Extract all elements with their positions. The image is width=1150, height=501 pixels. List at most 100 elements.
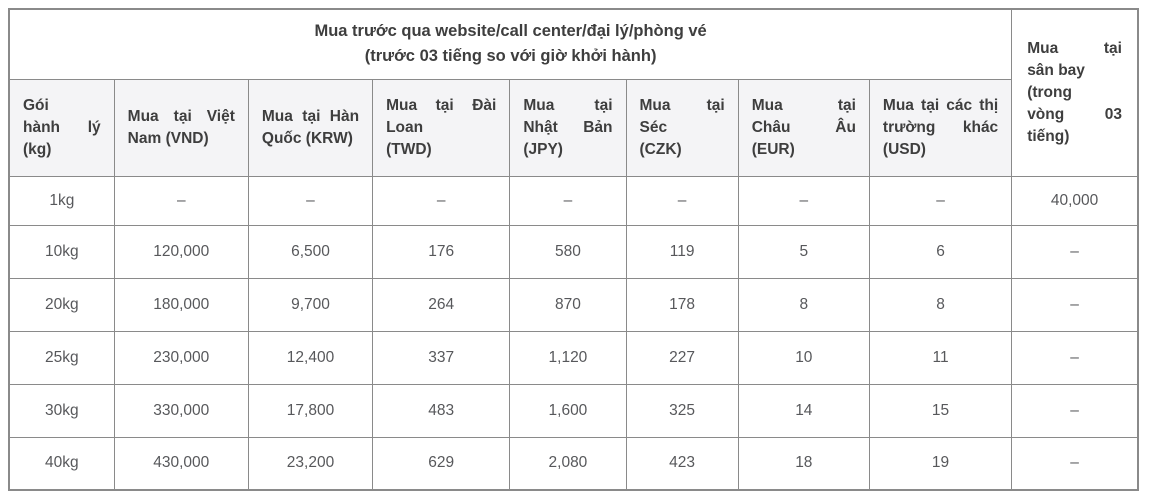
cell-krw: 12,400 xyxy=(247,330,374,385)
cell-package: 25kg xyxy=(8,330,115,385)
cell-package: 20kg xyxy=(8,277,115,332)
cell-eur: 10 xyxy=(737,330,870,385)
header-line: (EUR) xyxy=(751,140,795,158)
cell-usd: 8 xyxy=(868,277,1013,332)
cell-krw: 9,700 xyxy=(247,277,374,332)
cell-jpy: 580 xyxy=(509,224,627,279)
table-row-10kg: 10kg 120,000 6,500 176 580 119 5 6– xyxy=(8,224,1139,279)
cell-krw: 6,500 xyxy=(247,224,374,279)
header-line: Loan xyxy=(386,118,424,136)
header-line: Mua tại Đài xyxy=(386,96,497,114)
column-header-package: Gói hành lý (kg) xyxy=(8,78,115,177)
cell-package: 30kg xyxy=(8,383,115,438)
table-body: 1kg – – – – – – –40,000 10kg 120,000 6,500 176 580 11… xyxy=(8,175,1139,491)
cell-twd: 264 xyxy=(372,277,511,332)
header-line: Mua tại xyxy=(1027,39,1122,57)
header-line: (trước 03 tiếng so với giờ khởi hành) xyxy=(364,47,657,66)
cell-airport: – xyxy=(1011,383,1139,438)
cell-krw: – xyxy=(247,175,374,226)
table-row-40kg: 40kg 430,000 23,200 629 2,080 423 18 19– xyxy=(8,436,1139,491)
header-line: trường khác xyxy=(882,118,999,136)
cell-eur: 14 xyxy=(737,383,870,438)
header-line: Mua tại xyxy=(639,96,725,114)
group-header-row: Mua trước qua website/call center/đại lý… xyxy=(8,8,1139,177)
cell-krw: 17,800 xyxy=(247,383,374,438)
cell-airport: – xyxy=(1011,436,1139,491)
header-line: Quốc (KRW) xyxy=(261,129,353,147)
header-line: Châu Âu xyxy=(751,118,856,136)
cell-airport: 40,000 xyxy=(1011,175,1139,226)
cell-jpy: 870 xyxy=(509,277,627,332)
cell-vnd: – xyxy=(113,175,249,226)
header-line: Nam (VND) xyxy=(127,129,209,147)
header-line: Mua trước qua website/call center/đại lý… xyxy=(314,22,707,41)
cell-twd: 176 xyxy=(372,224,511,279)
column-header-usd: Mua tại các thị trường khác (USD) xyxy=(868,78,1013,177)
cell-eur: 18 xyxy=(737,436,870,491)
header-line: Mua tại xyxy=(523,96,613,114)
cell-jpy: 1,120 xyxy=(509,330,627,385)
cell-package: 40kg xyxy=(8,436,115,491)
cell-krw: 23,200 xyxy=(247,436,374,491)
cell-vnd: 120,000 xyxy=(113,224,249,279)
airport-purchase-header: Mua tại sân bay (trong vòng 03 tiếng) xyxy=(1011,8,1139,177)
prepurchase-group-header: Mua trước qua website/call center/đại lý… xyxy=(8,8,1013,80)
cell-twd: 337 xyxy=(372,330,511,385)
column-header-vnd: Mua tại Việt Nam (VND) xyxy=(113,78,249,177)
header-line: (trong xyxy=(1027,83,1072,101)
header-line: Mua tại Việt xyxy=(127,107,235,125)
header-line: Gói xyxy=(23,96,49,114)
cell-airport: – xyxy=(1011,277,1139,332)
header-line: (TWD) xyxy=(386,140,432,158)
cell-twd: 483 xyxy=(372,383,511,438)
cell-usd: 6 xyxy=(868,224,1013,279)
cell-jpy: 2,080 xyxy=(509,436,627,491)
header-line: Nhật Bản xyxy=(523,118,613,136)
header-line: Mua tại các thị xyxy=(882,96,999,114)
cell-package: 1kg xyxy=(8,175,115,226)
cell-czk: 423 xyxy=(625,436,739,491)
cell-czk: 227 xyxy=(625,330,739,385)
cell-usd: 11 xyxy=(868,330,1013,385)
cell-twd: – xyxy=(372,175,511,226)
cell-eur: – xyxy=(737,175,870,226)
table-header: Mua trước qua website/call center/đại lý… xyxy=(8,8,1139,177)
column-header-eur: Mua tại Châu Âu (EUR) xyxy=(737,78,870,177)
cell-airport: – xyxy=(1011,224,1139,279)
cell-package: 10kg xyxy=(8,224,115,279)
cell-airport: – xyxy=(1011,330,1139,385)
cell-czk: 119 xyxy=(625,224,739,279)
cell-vnd: 230,000 xyxy=(113,330,249,385)
header-line: Séc xyxy=(639,118,668,136)
cell-eur: 8 xyxy=(737,277,870,332)
cell-twd: 629 xyxy=(372,436,511,491)
header-line: (JPY) xyxy=(523,140,563,158)
cell-vnd: 180,000 xyxy=(113,277,249,332)
cell-czk: – xyxy=(625,175,739,226)
cell-usd: 19 xyxy=(868,436,1013,491)
cell-jpy: – xyxy=(509,175,627,226)
header-line: (USD) xyxy=(882,140,926,158)
cell-vnd: 430,000 xyxy=(113,436,249,491)
column-header-krw: Mua tại Hàn Quốc (KRW) xyxy=(247,78,374,177)
table-row-20kg: 20kg 180,000 9,700 264 870 178 8 8– xyxy=(8,277,1139,332)
cell-jpy: 1,600 xyxy=(509,383,627,438)
column-header-row: Gói hành lý (kg) Mua tại Việt Nam (VND) Mua t… xyxy=(8,78,1138,177)
cell-usd: – xyxy=(868,175,1013,226)
column-header-jpy: Mua tại Nhật Bản (JPY) xyxy=(509,78,627,177)
cell-czk: 325 xyxy=(625,383,739,438)
header-line: (kg) xyxy=(23,140,52,158)
header-line: (CZK) xyxy=(639,140,682,158)
cell-eur: 5 xyxy=(737,224,870,279)
cell-czk: 178 xyxy=(625,277,739,332)
cell-usd: 15 xyxy=(868,383,1013,438)
header-line: vòng 03 xyxy=(1027,105,1122,123)
header-line: hành lý xyxy=(23,118,101,136)
header-line: Mua tại xyxy=(751,96,856,114)
header-line: tiếng) xyxy=(1027,127,1070,145)
header-line: Mua tại Hàn xyxy=(261,107,360,125)
table-row-1kg: 1kg – – – – – – –40,000 xyxy=(8,175,1139,226)
header-line: sân bay xyxy=(1027,61,1085,79)
column-header-twd: Mua tại Đài Loan (TWD) xyxy=(372,78,511,177)
